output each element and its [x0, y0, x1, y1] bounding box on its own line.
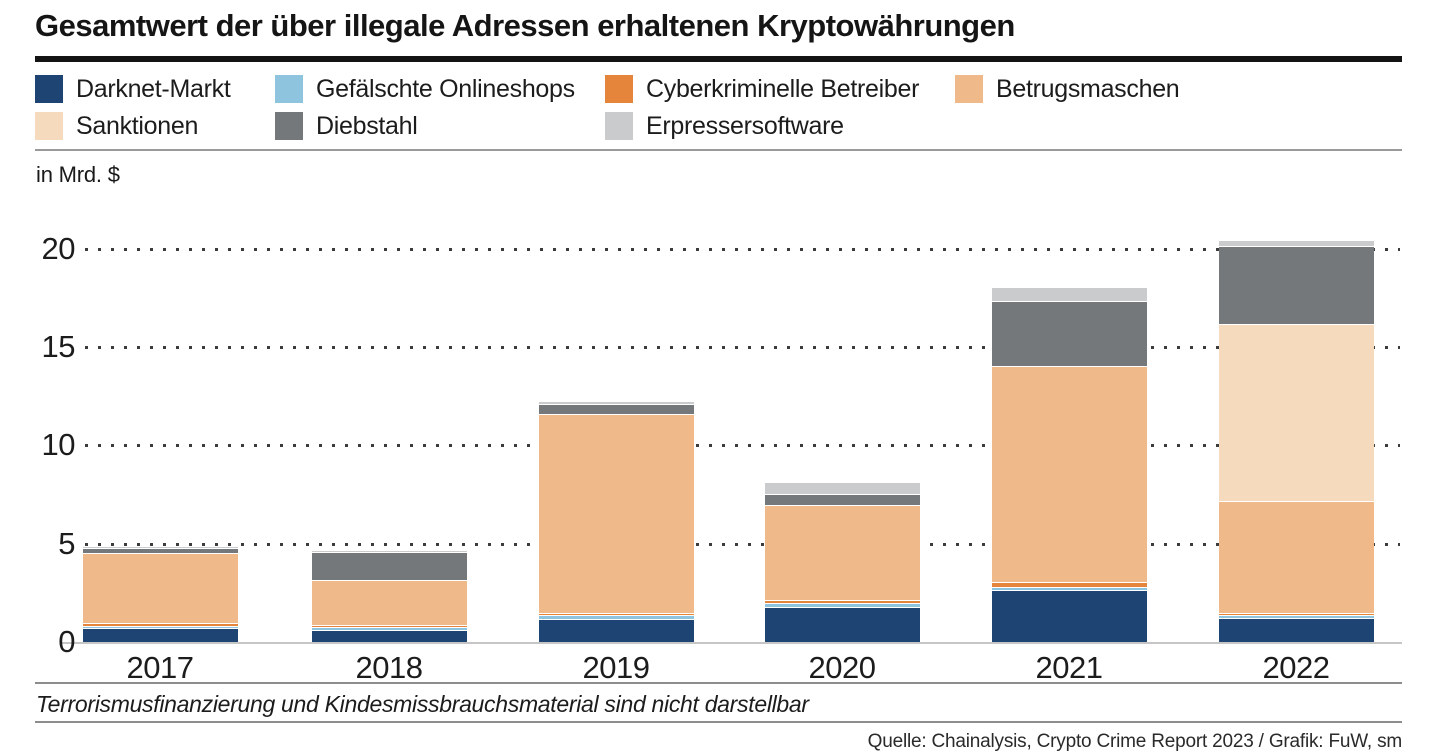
bar-group-2021: [991, 287, 1147, 642]
bar-segment: [82, 623, 238, 626]
y-tick-label-10: 10: [41, 427, 76, 463]
bar-segment: [764, 505, 920, 600]
legend-item: Erpressersoftware: [605, 111, 844, 141]
bar-group-2020: [764, 482, 920, 642]
bar-group-2017: [82, 546, 238, 642]
bar-segment: [538, 613, 694, 615]
x-tick-label-2019: 2019: [582, 650, 650, 685]
bar-segment: [991, 301, 1147, 366]
bar-segment: [311, 580, 467, 625]
bar-segment: [538, 404, 694, 414]
bar-segment: [538, 619, 694, 642]
bar-segment: [1218, 324, 1374, 501]
bar-segment: [991, 366, 1147, 582]
legend-swatch-icon: [955, 75, 983, 103]
legend-label: Sanktionen: [76, 111, 199, 140]
bar-group-2019: [538, 401, 694, 642]
bar-segment: [538, 401, 694, 404]
bar-segment: [764, 603, 920, 607]
bar-segment: [1218, 613, 1374, 615]
y-tick-label-15: 15: [41, 328, 76, 364]
legend-label: Betrugsmaschen: [996, 74, 1180, 103]
bar-segment: [991, 587, 1147, 590]
legend-swatch-icon: [605, 112, 633, 140]
legend-item: Diebstahl: [275, 111, 418, 141]
legend-rule: [35, 149, 1402, 151]
bar-segment: [1218, 240, 1374, 246]
legend-item: Darknet-Markt: [35, 74, 231, 104]
y-tick-label-20: 20: [41, 230, 76, 266]
x-tick-label-2018: 2018: [355, 650, 423, 685]
bar-segment: [311, 627, 467, 630]
legend-label: Darknet-Markt: [76, 74, 231, 103]
bar-group-2022: [1218, 240, 1374, 642]
footnote: Terrorismusfinanzierung und Kindesmissbr…: [36, 691, 809, 717]
bar-segment: [311, 630, 467, 642]
bar-segment: [311, 625, 467, 627]
y-axis-unit-label: in Mrd. $: [36, 162, 120, 187]
legend-swatch-icon: [35, 112, 63, 140]
bar-segment: [311, 552, 467, 580]
y-tick-label-0: 0: [58, 624, 75, 659]
legend-label: Erpressersoftware: [646, 111, 844, 140]
source-note: Quelle: Chainalysis, Crypto Crime Report…: [867, 731, 1403, 752]
bar-segment: [991, 582, 1147, 587]
bar-segment: [1218, 501, 1374, 613]
legend: Darknet-Markt Gefälschte Onlineshops Cyber…: [0, 74, 1436, 144]
legend-swatch-icon: [275, 75, 303, 103]
y-gridline-20: [85, 247, 1400, 251]
bar-segment: [82, 626, 238, 628]
x-tick-label-2022: 2022: [1262, 650, 1330, 685]
y-gridline-15: [85, 345, 1400, 349]
bar-segment: [1218, 618, 1374, 642]
legend-swatch-icon: [275, 112, 303, 140]
legend-swatch-icon: [605, 75, 633, 103]
x-tick-label-2020: 2020: [808, 650, 876, 685]
bar-segment: [1218, 615, 1374, 618]
legend-label: Diebstahl: [316, 111, 418, 140]
bar-segment: [764, 494, 920, 505]
legend-label: Gefälschte Onlineshops: [316, 74, 575, 103]
legend-item: Gefälschte Onlineshops: [275, 74, 575, 104]
bar-segment: [1218, 246, 1374, 324]
bar-group-2018: [311, 550, 467, 642]
legend-item: Sanktionen: [35, 111, 198, 141]
x-tick-label-2017: 2017: [126, 650, 194, 685]
bar-segment: [991, 287, 1147, 301]
y-gridline-10: [85, 444, 1400, 448]
footnote-rule-top: [35, 682, 1402, 684]
bar-segment: [764, 600, 920, 603]
bar-segment: [82, 546, 238, 548]
legend-swatch-icon: [35, 75, 63, 103]
bar-segment: [82, 548, 238, 553]
x-tick-label-2021: 2021: [1035, 650, 1103, 685]
y-tick-label-5: 5: [58, 525, 75, 561]
page-title: Gesamtwert der über illegale Adressen er…: [35, 8, 1015, 43]
bar-segment: [538, 615, 694, 619]
footnote-rule-bottom: [35, 721, 1402, 723]
bar-segment: [991, 590, 1147, 642]
x-axis-baseline: [62, 642, 1402, 644]
bar-segment: [82, 628, 238, 642]
bar-segment: [538, 414, 694, 613]
bar-segment: [311, 550, 467, 552]
bar-segment: [82, 553, 238, 623]
title-rule: [35, 56, 1402, 62]
y-gridline-5: [85, 542, 1400, 546]
bar-segment: [764, 482, 920, 494]
legend-item: Betrugsmaschen: [955, 74, 1180, 104]
legend-item: Cyberkriminelle Betreiber: [605, 74, 919, 104]
bar-segment: [764, 607, 920, 642]
legend-label: Cyberkriminelle Betreiber: [646, 74, 920, 103]
